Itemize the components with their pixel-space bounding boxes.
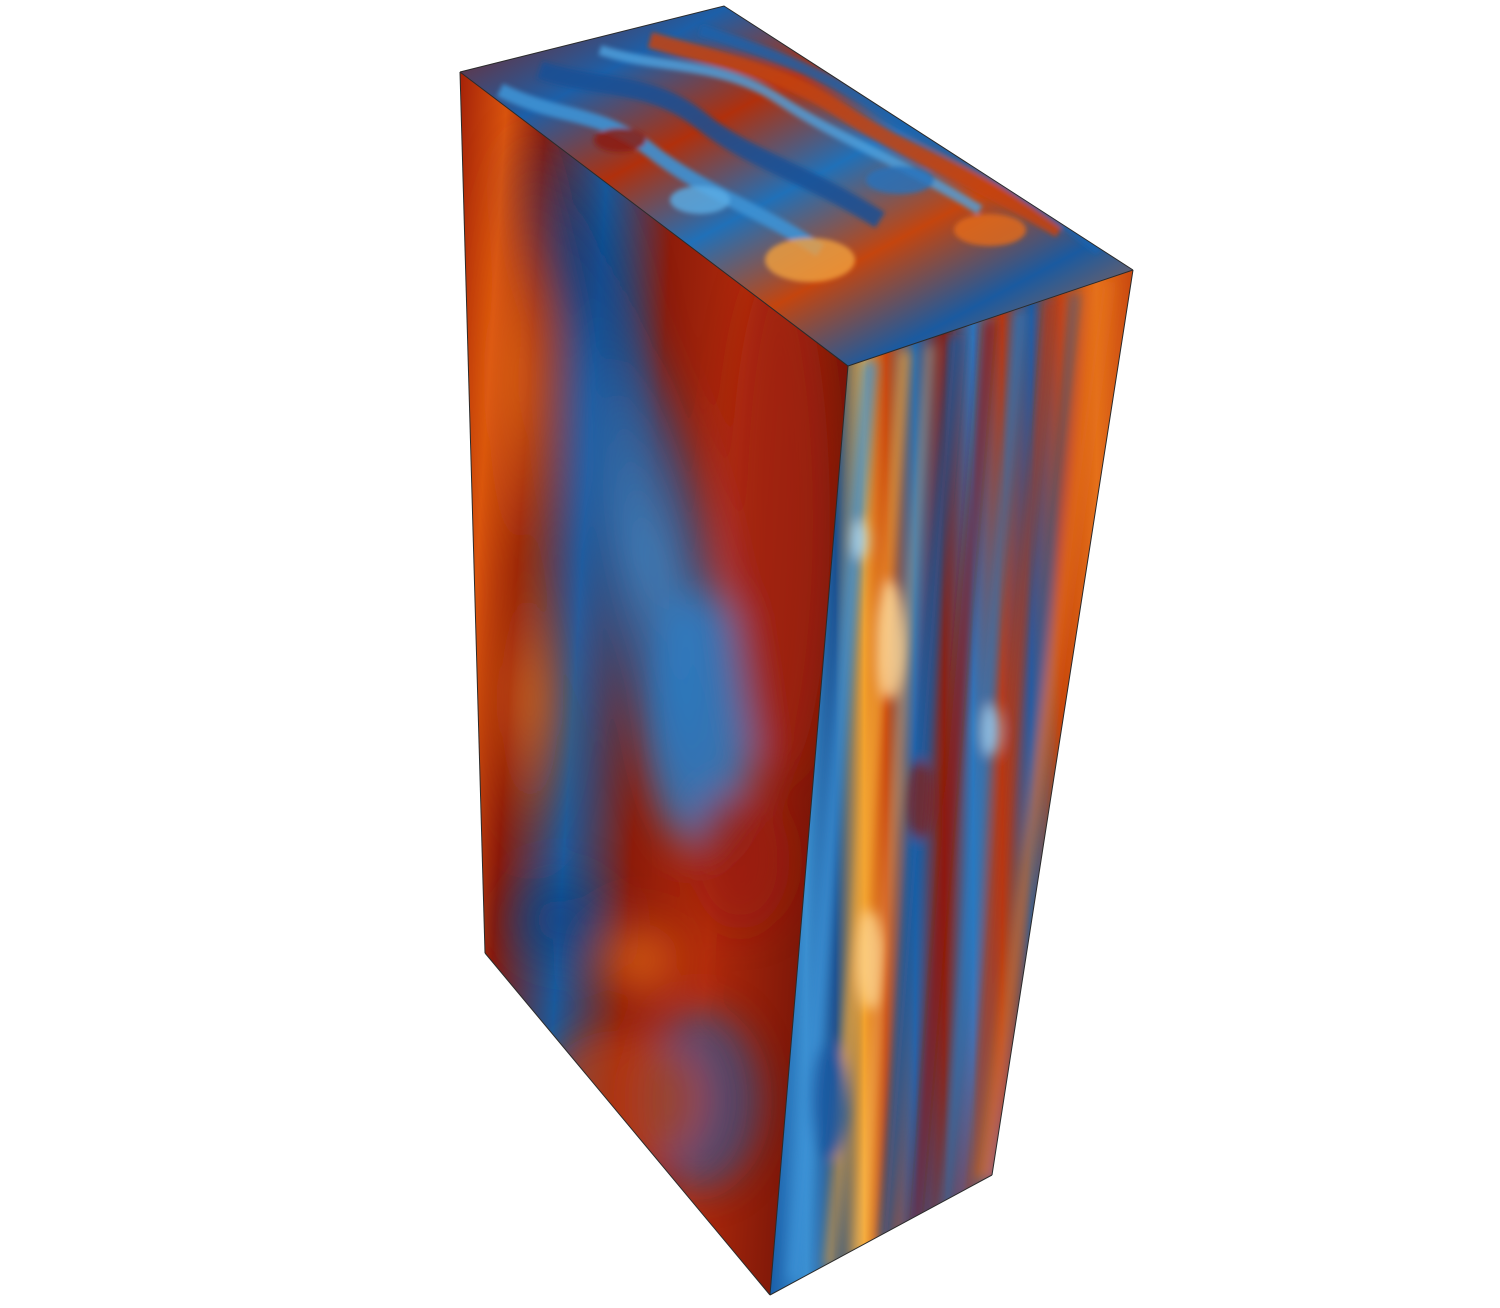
- bounding-box-outline: [459, 5, 1134, 1296]
- front-face: [460, 72, 848, 1295]
- top-face: [460, 6, 1133, 366]
- side-face: [770, 270, 1133, 1295]
